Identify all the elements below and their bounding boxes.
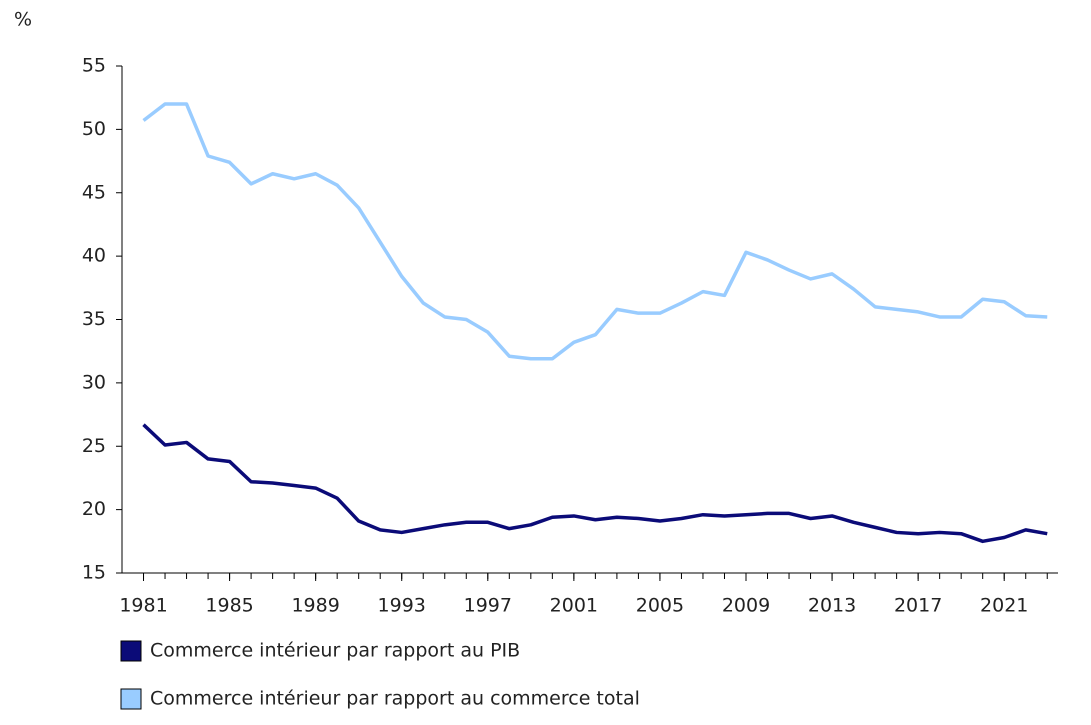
x-tick-label: 2013 (808, 595, 856, 617)
y-tick-label: 25 (82, 435, 106, 457)
x-tick-label: 2017 (894, 595, 942, 617)
legend-swatch (120, 688, 142, 710)
x-tick-label: 2021 (980, 595, 1028, 617)
y-tick-label: 55 (82, 55, 106, 77)
y-tick-label: 35 (82, 308, 106, 330)
x-tick-label: 1993 (378, 595, 426, 617)
x-tick-label: 1985 (205, 595, 253, 617)
x-tick-label: 1997 (464, 595, 512, 617)
y-tick-label: 45 (82, 181, 106, 203)
y-tick-label: 50 (82, 118, 106, 140)
legend-label: Commerce intérieur par rapport au commer… (150, 688, 640, 710)
y-tick-label: 20 (82, 498, 106, 520)
series-line (142, 423, 1048, 544)
y-tick-label: 30 (82, 371, 106, 393)
x-tick-label: 2009 (722, 595, 770, 617)
x-tick-label: 2005 (636, 595, 684, 617)
series-line (142, 102, 1048, 361)
legend-swatch (120, 640, 142, 662)
y-tick-label: 40 (82, 245, 106, 267)
x-tick-label: 2001 (550, 595, 598, 617)
y-tick-label: 15 (82, 562, 106, 584)
legend-label: Commerce intérieur par rapport au PIB (150, 640, 520, 662)
x-tick-label: 1989 (291, 595, 339, 617)
y-axis-label: % (14, 9, 32, 31)
x-tick-label: 1981 (119, 595, 167, 617)
